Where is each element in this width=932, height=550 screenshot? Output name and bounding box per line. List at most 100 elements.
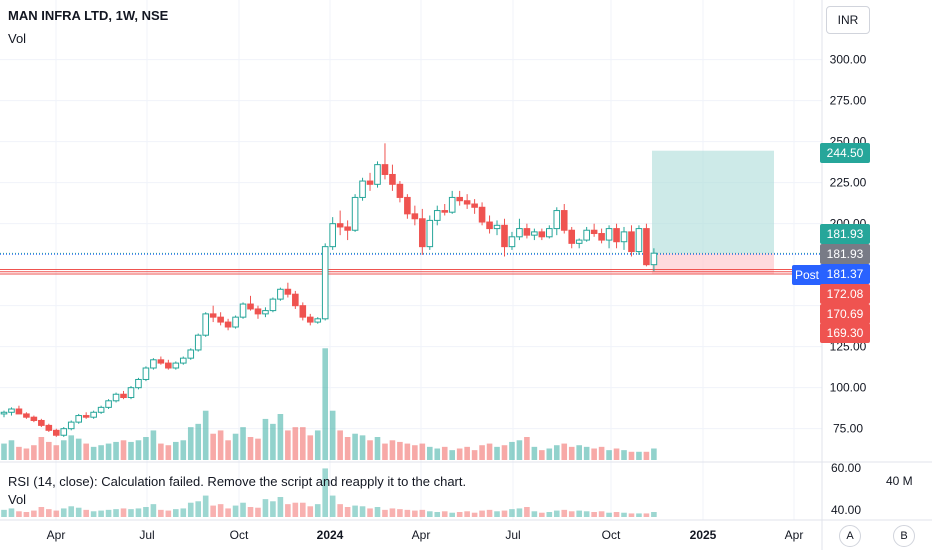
volume-bar bbox=[262, 418, 269, 460]
volume-bar bbox=[359, 435, 366, 460]
volume-bar-lower bbox=[135, 508, 142, 517]
volume-bar bbox=[31, 445, 37, 460]
candle-body bbox=[366, 180, 374, 185]
candle-body bbox=[321, 246, 329, 320]
candle-body bbox=[613, 228, 620, 243]
volume-bar-lower bbox=[180, 508, 187, 517]
candle-body bbox=[299, 305, 307, 318]
volume-bar-lower bbox=[83, 509, 89, 517]
volume-bar-lower bbox=[75, 507, 82, 517]
candle-body bbox=[568, 229, 576, 244]
volume-legend-label: Vol bbox=[8, 31, 27, 46]
volume-bar bbox=[449, 450, 455, 460]
stop-price-tag-2: 170.69 bbox=[820, 304, 870, 324]
candle-body bbox=[105, 400, 112, 408]
x-axis-label: Jul bbox=[505, 528, 521, 542]
volume-bar-lower bbox=[210, 505, 216, 517]
volume-bar bbox=[382, 443, 388, 460]
volume-bar-lower bbox=[613, 512, 620, 517]
volume-bar bbox=[486, 443, 493, 460]
volume-bar bbox=[314, 430, 321, 460]
volume-bar-lower bbox=[539, 512, 545, 517]
candle-body bbox=[441, 210, 449, 213]
volume-bar-lower bbox=[120, 508, 127, 517]
currency-selector[interactable]: INR bbox=[826, 6, 870, 34]
volume-bar-lower bbox=[464, 511, 470, 517]
candle-body bbox=[643, 228, 650, 266]
post-market-label: Post bbox=[792, 265, 822, 285]
b-button[interactable]: B bbox=[893, 525, 915, 547]
volume-bar bbox=[1, 443, 7, 460]
volume-bar bbox=[531, 446, 538, 460]
candle-body bbox=[0, 411, 8, 415]
candle-body bbox=[8, 408, 15, 413]
volume-bar-lower bbox=[628, 513, 635, 517]
candle-body bbox=[127, 387, 135, 399]
volume-bar-lower bbox=[568, 511, 575, 517]
candle-body bbox=[232, 316, 239, 328]
volume-bar-lower bbox=[643, 513, 650, 517]
volume-bar bbox=[270, 423, 276, 460]
candle-body bbox=[120, 393, 127, 399]
volume-bar-lower bbox=[621, 512, 627, 517]
candle-body bbox=[486, 221, 493, 230]
volume-bar bbox=[187, 427, 194, 460]
volume-indicator-label[interactable]: Vol bbox=[8, 492, 27, 507]
symbol-title[interactable]: MAN INFRA LTD, 1W, NSE bbox=[8, 8, 169, 23]
volume-bar-lower bbox=[531, 511, 538, 517]
volume-bar bbox=[643, 451, 650, 460]
volume-bar-lower bbox=[546, 512, 553, 517]
volume-bar-lower bbox=[583, 511, 590, 517]
volume-bar-lower bbox=[53, 510, 60, 517]
candle-body bbox=[23, 413, 30, 418]
x-axis-label: 2024 bbox=[316, 528, 344, 542]
volume-bar bbox=[240, 427, 246, 460]
volume-bar-lower bbox=[1, 509, 7, 517]
volume-bar bbox=[561, 443, 568, 460]
candle-body bbox=[426, 219, 434, 248]
profit-zone bbox=[652, 150, 774, 254]
volume-bar bbox=[344, 437, 351, 460]
price-scale-tick: 275.00 bbox=[830, 94, 867, 108]
volume-bar-lower bbox=[456, 512, 463, 517]
candle-body bbox=[374, 164, 381, 185]
candle-body bbox=[67, 421, 75, 430]
indicator-scale-tick-60: 60.00 bbox=[830, 461, 862, 475]
volume-bar bbox=[613, 448, 620, 460]
x-axis-label: 2025 bbox=[689, 528, 717, 542]
candle-body bbox=[411, 213, 419, 220]
volume-bar-lower bbox=[329, 495, 336, 517]
volume-bar-lower bbox=[300, 502, 306, 517]
volume-bar bbox=[322, 348, 329, 460]
candle-body bbox=[150, 359, 157, 369]
volume-bar-lower bbox=[247, 507, 254, 517]
volume-bar bbox=[471, 450, 478, 460]
volume-bar bbox=[210, 433, 216, 460]
x-axis-label: Apr bbox=[411, 528, 431, 542]
candle-body bbox=[628, 231, 635, 253]
candle-body bbox=[82, 415, 90, 418]
volume-bar-lower bbox=[434, 512, 441, 517]
last-price-tag: 181.93 bbox=[820, 244, 870, 264]
volume-bar-lower bbox=[307, 506, 314, 517]
candle-body bbox=[30, 416, 38, 421]
volume-bar-lower bbox=[68, 506, 75, 517]
volume-bar-lower bbox=[494, 511, 500, 517]
x-axis-label: Oct bbox=[229, 528, 249, 542]
volume-bar bbox=[60, 440, 67, 460]
volume-bar bbox=[464, 446, 470, 460]
auto-scale-button[interactable]: A bbox=[839, 525, 861, 547]
volume-bar-lower bbox=[374, 507, 381, 517]
candle-body bbox=[471, 203, 478, 208]
volume-bar bbox=[568, 446, 575, 460]
candle-body bbox=[172, 362, 180, 369]
candle-body bbox=[194, 334, 202, 351]
candle-body bbox=[209, 313, 217, 318]
volume-bar bbox=[516, 440, 523, 460]
candle-body bbox=[60, 428, 68, 436]
volume-bar-lower bbox=[337, 504, 343, 517]
volume-bar bbox=[456, 448, 463, 460]
rsi-indicator-label[interactable]: RSI (14, close): Calculation failed. Rem… bbox=[8, 474, 467, 489]
candle-body bbox=[508, 236, 516, 248]
